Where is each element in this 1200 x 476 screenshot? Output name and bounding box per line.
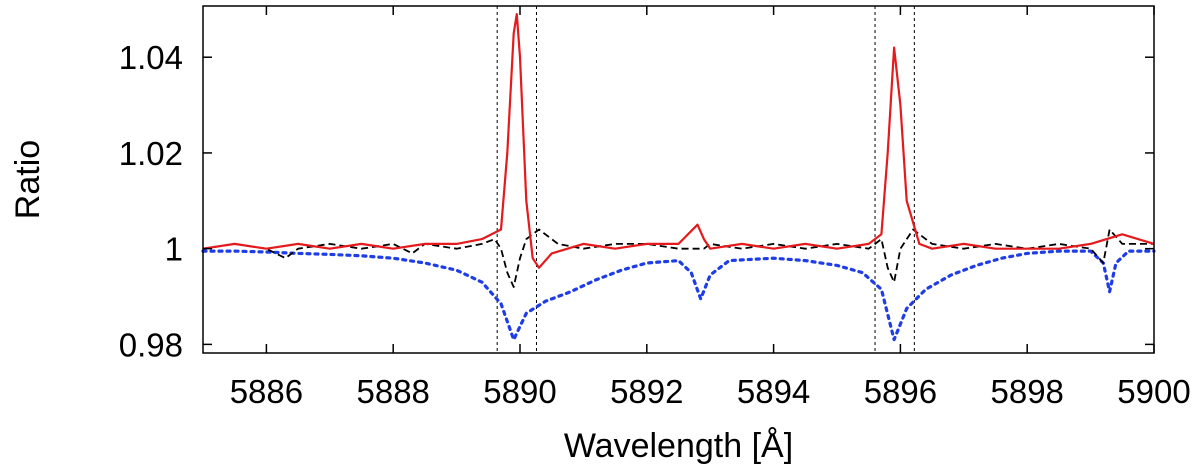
series-layer [201, 13, 1156, 342]
series-line-dotted [201, 249, 1156, 342]
x-tick-label: 5892 [610, 373, 683, 410]
x-tick-label: 5898 [990, 373, 1063, 410]
y-axis-label: Ratio [9, 140, 47, 219]
y-tick-label: 0.98 [119, 326, 183, 363]
x-tick-label: 5890 [483, 373, 556, 410]
y-tick-label: 1.04 [119, 39, 183, 76]
y-tick-label: 1 [165, 231, 183, 268]
plot-frame [202, 5, 1155, 354]
x-axis-label: Wavelength [Å] [564, 427, 793, 465]
axis-tick-labels: 5886 5888 5890 5892 5894 5896 5898 5900 0.98 1 1.0… [119, 39, 1191, 410]
axis-ticks [203, 6, 1155, 353]
x-tick-label: 5896 [864, 373, 937, 410]
x-tick-label: 5886 [230, 373, 303, 410]
sodium-line-markers [496, 6, 915, 353]
series-line-solid [202, 13, 1155, 269]
series-line-dashed [202, 228, 1154, 288]
x-tick-label: 5900 [1117, 373, 1190, 410]
x-tick-label: 5894 [737, 373, 810, 410]
y-tick-label: 1.02 [119, 135, 183, 172]
x-tick-label: 5888 [356, 373, 429, 410]
